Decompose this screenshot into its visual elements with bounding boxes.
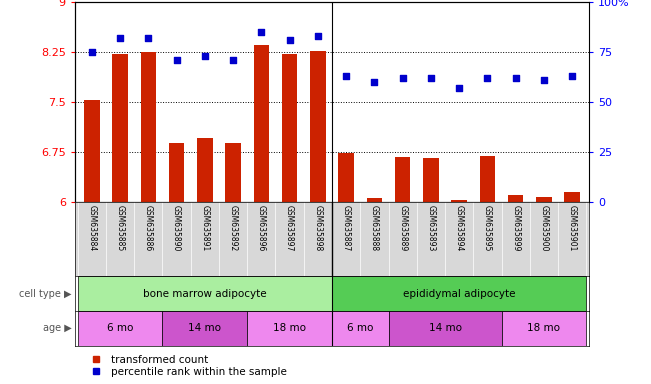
Text: GSM635896: GSM635896 (257, 205, 266, 252)
Bar (77, 276, 332, 311)
Text: GSM635892: GSM635892 (229, 205, 238, 252)
Point (567, 73, 577, 79)
Text: GSM635900: GSM635900 (540, 205, 548, 252)
Bar (451, 200, 467, 202)
Text: GSM635898: GSM635898 (313, 205, 322, 252)
Bar (282, 54, 298, 202)
Bar (332, 276, 587, 311)
Bar (141, 52, 156, 202)
Text: GSM635889: GSM635889 (398, 205, 407, 252)
Bar (225, 143, 241, 202)
Point (482, 75, 493, 81)
Bar (508, 195, 523, 202)
Bar (564, 192, 580, 202)
Text: GSM635888: GSM635888 (370, 205, 379, 252)
Text: epididymal adipocyte: epididymal adipocyte (403, 289, 516, 299)
Point (539, 77, 549, 83)
Bar (395, 157, 410, 202)
Text: GSM635895: GSM635895 (483, 205, 492, 252)
Legend: transformed count, percentile rank within the sample: transformed count, percentile rank withi… (82, 351, 291, 381)
Text: 18 mo: 18 mo (273, 323, 306, 333)
Text: GSM635886: GSM635886 (144, 205, 153, 252)
Text: 18 mo: 18 mo (527, 323, 561, 333)
Point (284, 37, 295, 43)
Point (510, 75, 521, 81)
Point (228, 57, 238, 63)
Point (369, 79, 380, 85)
Text: 6 mo: 6 mo (107, 323, 133, 333)
Text: GSM635897: GSM635897 (285, 205, 294, 252)
Bar (501, 311, 587, 346)
Point (341, 73, 352, 79)
Point (171, 57, 182, 63)
Bar (197, 138, 213, 202)
Bar (84, 101, 100, 202)
Text: GSM635890: GSM635890 (172, 205, 181, 252)
Bar (163, 311, 247, 346)
Bar (247, 311, 332, 346)
Point (454, 85, 464, 91)
Point (200, 53, 210, 59)
Text: cell type ▶: cell type ▶ (19, 289, 72, 299)
Bar (389, 311, 501, 346)
Bar (310, 51, 326, 202)
Bar (254, 45, 269, 202)
Text: GSM635891: GSM635891 (201, 205, 210, 252)
Text: 14 mo: 14 mo (188, 323, 221, 333)
Text: 14 mo: 14 mo (428, 323, 462, 333)
Point (426, 75, 436, 81)
Text: GSM635887: GSM635887 (342, 205, 351, 252)
Bar (339, 153, 354, 202)
Bar (113, 54, 128, 202)
Text: GSM635885: GSM635885 (116, 205, 124, 252)
Text: GSM635901: GSM635901 (568, 205, 577, 252)
Bar (536, 197, 551, 202)
Point (115, 35, 125, 41)
Bar (332, 311, 389, 346)
Point (398, 75, 408, 81)
Text: GSM635893: GSM635893 (426, 205, 436, 252)
Bar (77, 311, 163, 346)
Text: GSM635884: GSM635884 (87, 205, 96, 252)
Text: GSM635899: GSM635899 (511, 205, 520, 252)
Text: GSM635894: GSM635894 (454, 205, 464, 252)
Bar (480, 156, 495, 202)
Text: 6 mo: 6 mo (347, 323, 374, 333)
Point (312, 33, 323, 39)
Point (143, 35, 154, 41)
Point (87, 49, 97, 55)
Text: bone marrow adipocyte: bone marrow adipocyte (143, 289, 267, 299)
Text: age ▶: age ▶ (43, 323, 72, 333)
Point (256, 29, 266, 35)
Bar (423, 158, 439, 202)
Bar (169, 143, 184, 202)
Bar (367, 198, 382, 202)
